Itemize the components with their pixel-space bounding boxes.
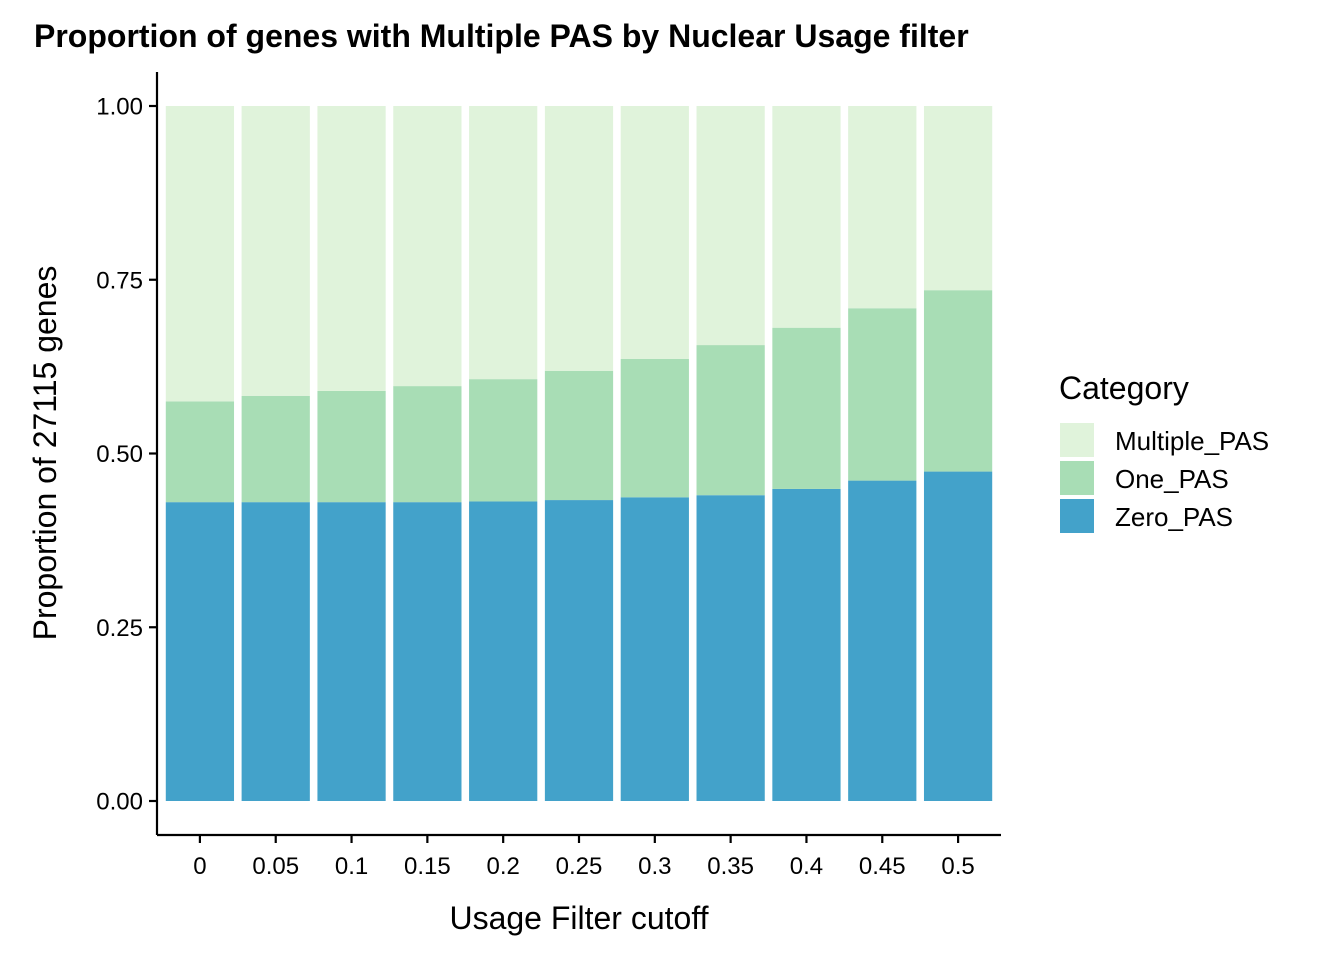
bar-multiple-pas-0.35 [696,106,765,346]
x-tick-label: 0.3 [638,853,671,880]
x-tick-label: 0.5 [941,853,974,880]
bar-multiple-pas-0.45 [848,106,917,309]
x-axis-title: Usage Filter cutoff [449,900,708,936]
bar-one-pas-0.25 [544,370,614,501]
bar-one-pas-0.5 [923,290,993,472]
bar-multiple-pas-0.5 [923,106,993,291]
x-tick-label: 0.1 [335,853,368,880]
bar-one-pas-0.15 [393,386,462,503]
bar-zero-pas-0.5 [923,471,993,801]
bar-zero-pas-0.1 [317,502,386,801]
bar-multiple-pas-0.25 [544,106,614,371]
legend-key-multiple-pas [1060,423,1094,457]
x-tick-label: 0.35 [707,853,754,880]
x-tick-label: 0.15 [404,853,451,880]
bar-one-pas-0.3 [620,358,689,498]
y-axis-title: Proportion of 27115 genes [27,266,63,641]
bar-multiple-pas-0 [165,106,235,402]
bar-one-pas-0.35 [696,345,765,496]
x-tick-label: 0.4 [790,853,823,880]
bar-zero-pas-0.3 [620,497,689,801]
bars-group [165,106,993,801]
y-tick-label: 0.75 [96,267,143,294]
x-tick-label: 0 [193,853,206,880]
bar-multiple-pas-0.3 [620,106,689,359]
x-tick-label: 0.2 [486,853,519,880]
bar-one-pas-0.1 [317,390,386,503]
legend-label-multiple-pas: Multiple_PAS [1115,426,1269,456]
bar-one-pas-0.05 [241,395,310,503]
bar-zero-pas-0.05 [241,502,310,801]
x-axis: 0 0.05 0.1 0.15 0.2 0.25 0.3 0.35 0.4 0.45 0.5 [157,833,1001,880]
y-tick-label: 0.50 [96,441,143,468]
bar-one-pas-0.45 [848,308,917,481]
legend-key-zero-pas [1060,499,1094,533]
bar-zero-pas-0.25 [544,500,614,801]
chart-title: Proportion of genes with Multiple PAS by… [34,18,969,54]
bar-zero-pas-0.4 [772,488,841,801]
legend-label-one-pas: One_PAS [1115,464,1229,494]
y-tick-label: 1.00 [96,94,143,121]
legend-title: Category [1059,370,1189,406]
legend-key-one-pas [1060,461,1094,495]
bar-zero-pas-0.2 [469,501,538,801]
bar-zero-pas-0.45 [848,480,917,801]
bar-zero-pas-0.15 [393,502,462,801]
bar-multiple-pas-0.2 [469,106,538,380]
bar-one-pas-0 [165,401,235,503]
legend-label-zero-pas: Zero_PAS [1115,502,1233,532]
x-tick-label: 0.45 [859,853,906,880]
bar-one-pas-0.4 [772,327,841,489]
y-tick-label: 0.00 [96,789,143,816]
bar-multiple-pas-0.15 [393,106,462,387]
y-axis: 0.00 0.25 0.50 0.75 1.00 [96,72,159,835]
bar-multiple-pas-0.05 [241,106,310,396]
bar-multiple-pas-0.4 [772,106,841,328]
x-tick-label: 0.25 [556,853,603,880]
bar-zero-pas-0.35 [696,495,765,801]
legend: Category Multiple_PAS One_PAS Zero_PAS [1059,370,1269,533]
y-tick-label: 0.25 [96,615,143,642]
bar-zero-pas-0 [165,502,235,801]
bar-multiple-pas-0.1 [317,106,386,391]
bar-one-pas-0.2 [469,379,538,502]
x-tick-label: 0.05 [252,853,299,880]
